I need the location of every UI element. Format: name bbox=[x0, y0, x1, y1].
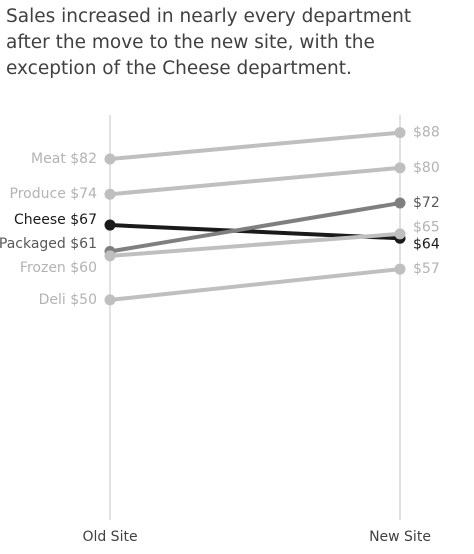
value-label: $88 bbox=[413, 125, 440, 141]
data-label: Cheese $67 bbox=[14, 212, 97, 228]
value-label: $82 bbox=[70, 151, 97, 167]
point bbox=[104, 188, 116, 200]
data-label: Produce $74 bbox=[10, 186, 98, 202]
x-tick-label: New Site bbox=[369, 529, 431, 545]
value-label: $74 bbox=[70, 186, 97, 202]
value-label: $60 bbox=[70, 260, 97, 276]
series-name: Packaged bbox=[0, 236, 66, 252]
value-label: $64 bbox=[413, 237, 440, 253]
value-label: $67 bbox=[70, 212, 97, 228]
series-name: Deli bbox=[39, 292, 66, 308]
value-label: $80 bbox=[413, 160, 440, 176]
value-label: $65 bbox=[413, 220, 440, 236]
point bbox=[394, 127, 406, 139]
data-label: Packaged $61 bbox=[0, 236, 97, 252]
data-label: $57 bbox=[413, 261, 440, 277]
point bbox=[104, 294, 116, 306]
title-line: exception of the Cheese department. bbox=[6, 58, 352, 79]
slope-line bbox=[108, 130, 402, 162]
slope-line bbox=[108, 231, 402, 258]
chart-title: Sales increased in nearly every departme… bbox=[6, 4, 411, 82]
series-name: Produce bbox=[10, 186, 66, 202]
point bbox=[104, 219, 116, 231]
series-name: Frozen bbox=[20, 260, 66, 276]
data-label: $72 bbox=[413, 195, 440, 211]
slope-line bbox=[108, 201, 402, 254]
series-name: Meat bbox=[31, 151, 66, 167]
data-label: Frozen $60 bbox=[20, 260, 97, 276]
point bbox=[394, 228, 406, 240]
point bbox=[394, 162, 406, 174]
data-label: $88 bbox=[413, 125, 440, 141]
data-label: $64 bbox=[413, 237, 440, 253]
x-tick-label: Old Site bbox=[82, 529, 137, 545]
title-line: after the move to the new site, with the bbox=[6, 32, 375, 53]
value-label: $72 bbox=[413, 195, 440, 211]
data-label: Deli $50 bbox=[39, 292, 97, 308]
value-label: $61 bbox=[70, 236, 97, 252]
value-label: $50 bbox=[70, 292, 97, 308]
title-line: Sales increased in nearly every departme… bbox=[6, 6, 412, 27]
slope-line bbox=[108, 165, 402, 197]
point bbox=[394, 263, 406, 275]
series-name: Cheese bbox=[14, 212, 66, 228]
point bbox=[394, 197, 406, 209]
data-label: Meat $82 bbox=[31, 151, 97, 167]
slope-line bbox=[108, 267, 402, 302]
point bbox=[104, 250, 116, 262]
data-label: $65 bbox=[413, 220, 440, 236]
point bbox=[104, 153, 116, 165]
data-label: $80 bbox=[413, 160, 440, 176]
value-label: $57 bbox=[413, 261, 440, 277]
